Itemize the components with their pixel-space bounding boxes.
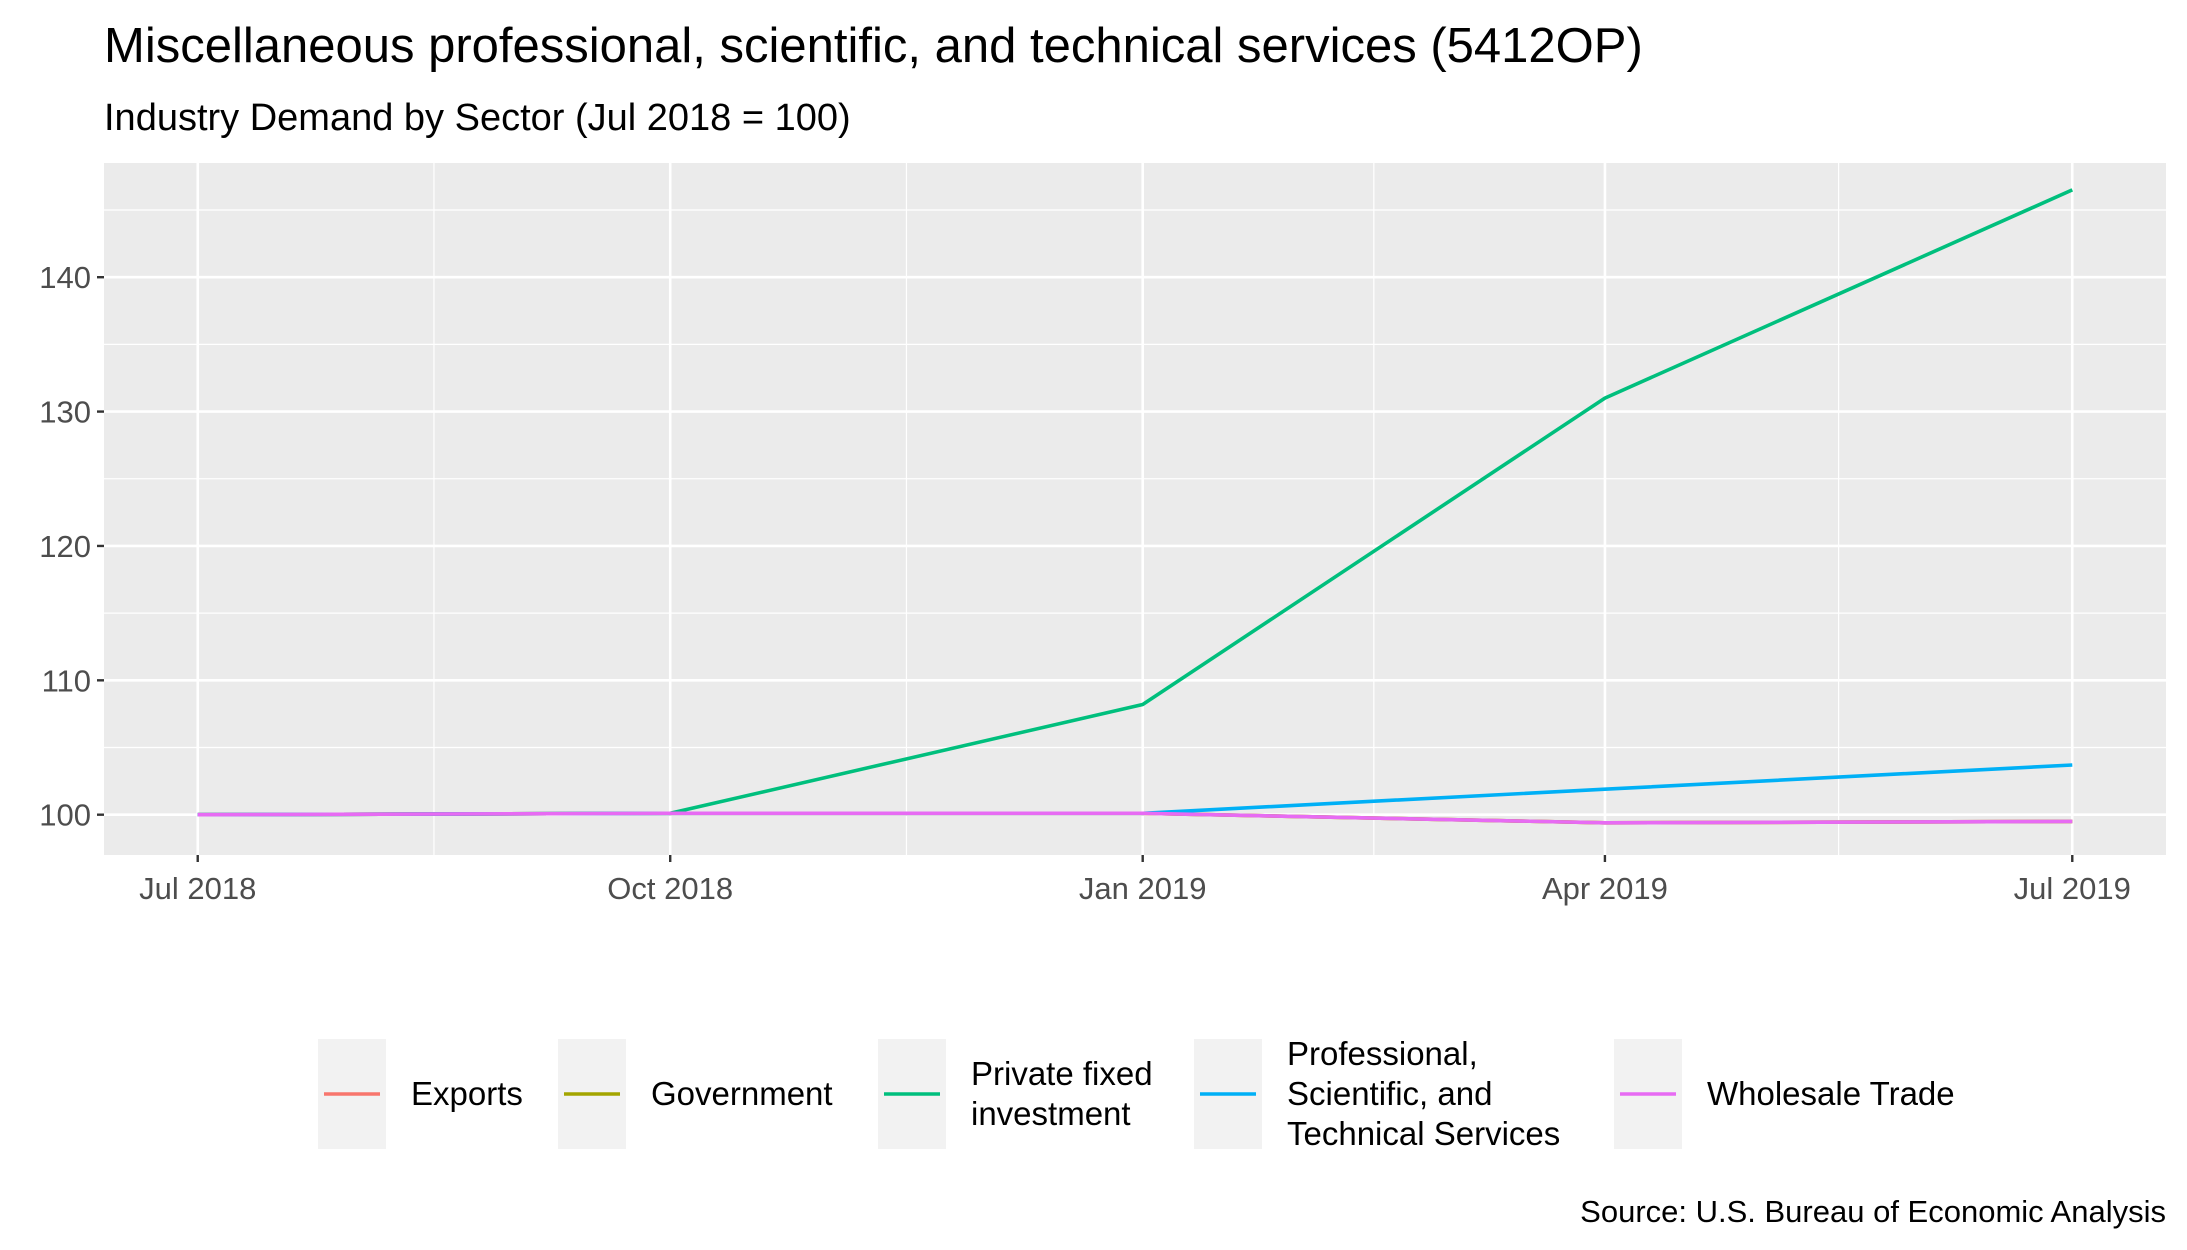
- legend-item-wholesale-trade: Wholesale Trade: [1614, 1039, 1955, 1149]
- y-tick-label: 120: [39, 529, 91, 564]
- legend-label: Wholesale Trade: [1707, 1075, 1955, 1112]
- series-line-wholesale-trade: [197, 811, 2073, 825]
- y-tick-label: 100: [39, 798, 91, 833]
- legend: Exports Government Private fixed investment…: [318, 1035, 1955, 1152]
- chart-caption: Source: U.S. Bureau of Economic Analysis: [1580, 1194, 2166, 1229]
- panel-background: [104, 163, 2166, 855]
- y-axis: 100 110 120 130 140: [39, 260, 104, 833]
- y-tick-label: 110: [42, 663, 91, 698]
- series-lines: [197, 188, 2074, 825]
- legend-label: Professional, Scientific, and Technical Se…: [1287, 1035, 1560, 1152]
- plot-panel: [104, 163, 2166, 855]
- legend-label: Private fixed investment: [971, 1055, 1153, 1132]
- chart-subtitle: Industry Demand by Sector (Jul 2018 = 10…: [104, 97, 851, 139]
- y-tick-label: 140: [39, 260, 91, 295]
- x-tick-label: Jan 2019: [1079, 871, 1207, 906]
- y-tick-label: 130: [39, 395, 91, 430]
- x-tick-label: Jul 2018: [139, 871, 256, 906]
- legend-label: Exports: [411, 1075, 523, 1112]
- legend-item-exports: Exports: [318, 1039, 523, 1149]
- legend-item-professional-scientific-and-technical-services: Professional, Scientific, and Technical Se…: [1194, 1035, 1560, 1152]
- x-axis: Jul 2018 Oct 2018 Jan 2019 Apr 2019 Jul 2019: [139, 855, 2131, 906]
- legend-item-private-fixed-investment: Private fixed investment: [878, 1039, 1153, 1149]
- x-tick-label: Apr 2019: [1542, 871, 1668, 906]
- legend-item-government: Government: [558, 1039, 833, 1149]
- legend-label: Government: [651, 1075, 833, 1112]
- chart-title: Miscellaneous professional, scientific, …: [104, 19, 1643, 73]
- x-tick-label: Jul 2019: [2014, 871, 2131, 906]
- x-tick-label: Oct 2018: [607, 871, 733, 906]
